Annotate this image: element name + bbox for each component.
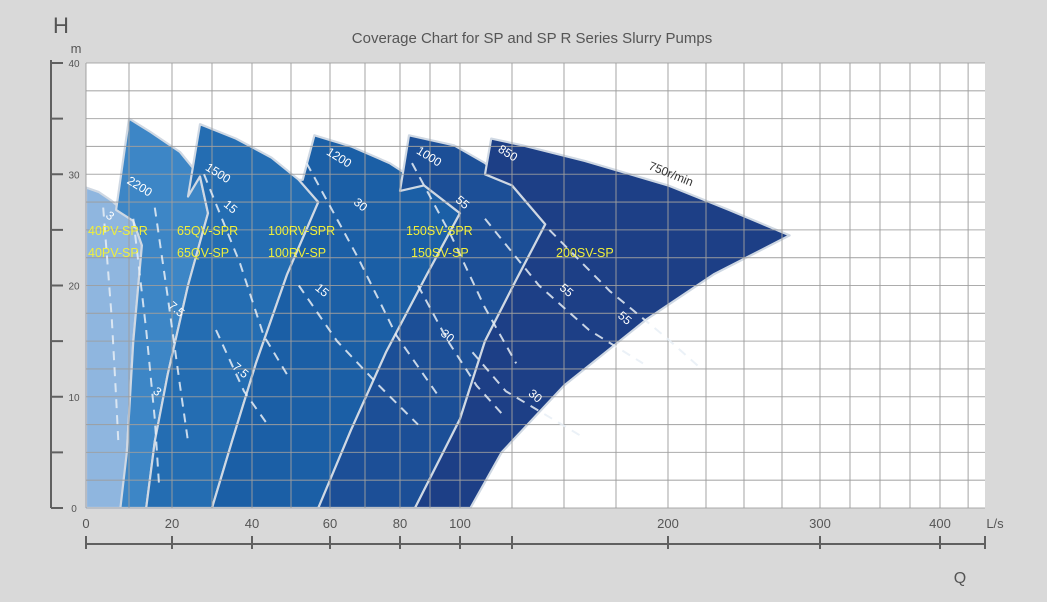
region-4-curve-2-line — [297, 284, 419, 426]
region-2-curve-1-line — [132, 218, 161, 486]
x-tick-label: 200 — [657, 516, 679, 531]
chart-title: Coverage Chart for SP and SP R Series Sl… — [352, 30, 712, 47]
region-6-curve-2-line — [471, 351, 582, 437]
y-axis-letter: H — [53, 13, 69, 38]
model-label-region-2-1: 65QV-SPR — [177, 224, 238, 238]
y-axis-unit: m — [71, 41, 82, 56]
model-label-region-5-1: 200SV-SP — [556, 246, 614, 260]
model-label-region-3-2: 100RV-SP — [268, 246, 326, 260]
y-tick-label: 20 — [68, 282, 80, 293]
region-6-curve-1-line — [484, 218, 644, 365]
grid-lines — [85, 62, 985, 509]
x-tick-label: 100 — [449, 516, 471, 531]
x-tick-label: 400 — [929, 516, 951, 531]
model-label-region-2-2: 65QV-SP — [177, 246, 229, 260]
region-4-curve-1-line — [305, 162, 440, 398]
outer-curve-1-line — [548, 229, 703, 370]
model-label-region-1-1: 40PV-SPR — [88, 224, 148, 238]
model-label-region-1-2: 40PV-SP — [88, 246, 139, 260]
y-tick-label: 0 — [71, 504, 77, 515]
regions-group — [84, 117, 791, 510]
region-3-curve-2-line — [215, 329, 269, 426]
region-5-curve-2-line — [417, 285, 503, 415]
x-tick-label: 60 — [323, 516, 337, 531]
model-label-region-3-1: 100RV-SPR — [268, 224, 335, 238]
y-tick-label: 40 — [68, 59, 80, 70]
x-tick-label: 80 — [393, 516, 407, 531]
x-axis-letter: Q — [954, 570, 966, 587]
x-tick-label: 20 — [165, 516, 179, 531]
region-5-curve-1-line — [411, 162, 518, 364]
model-label-region-4-1: 150SV-SPR — [406, 224, 473, 238]
y-tick-label: 10 — [68, 393, 80, 404]
region-2-curve-2-line — [153, 207, 189, 442]
x-tick-label: 0 — [82, 516, 89, 531]
y-tick-label: 30 — [68, 170, 80, 181]
region-1-curve-1-line — [102, 207, 120, 442]
x-axis-unit: L/s — [986, 516, 1004, 531]
x-tick-label: 40 — [245, 516, 259, 531]
x-tick-label: 300 — [809, 516, 831, 531]
region-3-curve-1-line — [203, 173, 288, 376]
model-label-region-4-2: 150SV-SP — [411, 246, 469, 260]
